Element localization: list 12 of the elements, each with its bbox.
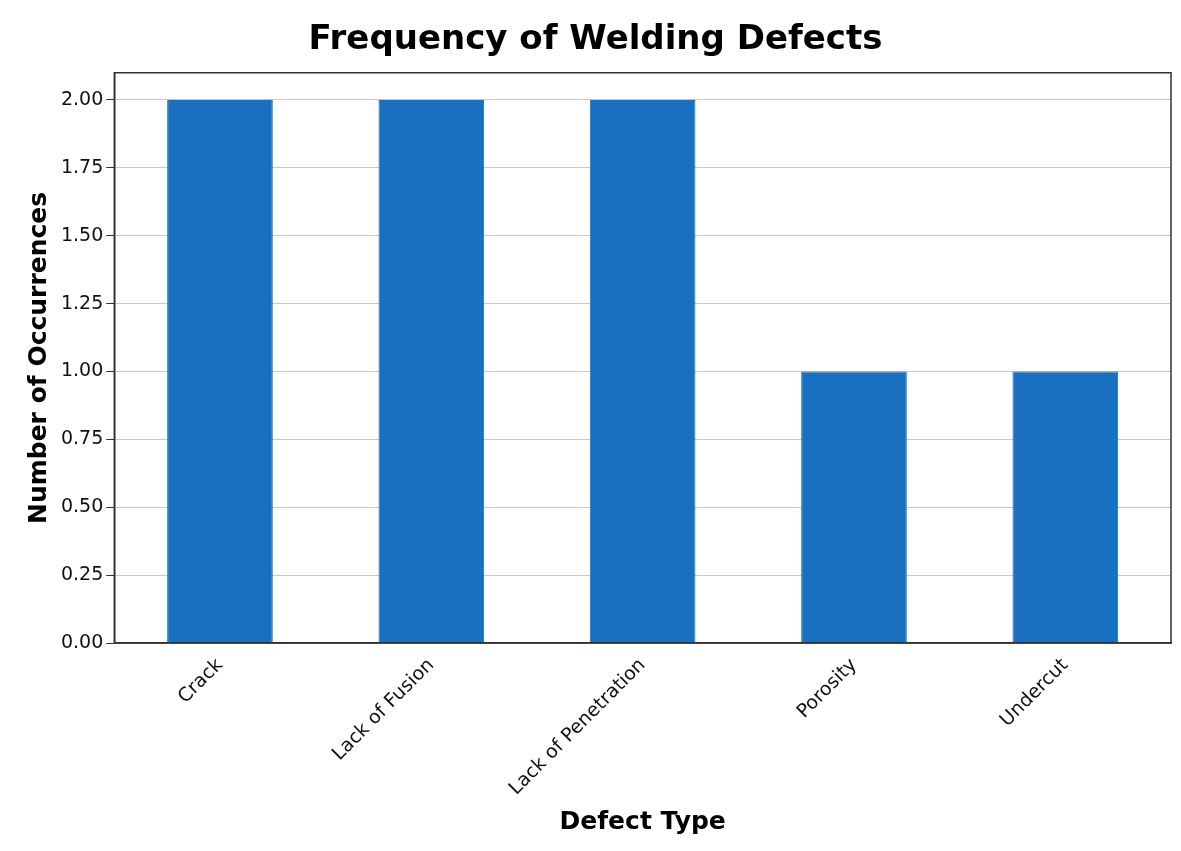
y-tick-label: 1.75 <box>60 154 104 177</box>
x-axis-title: Defect Type <box>559 805 726 835</box>
y-axis-title: Number of Occurrences <box>22 191 52 525</box>
y-tick-label: 0.25 <box>60 562 104 585</box>
y-tick-label: 2.00 <box>60 86 104 109</box>
y-tick-label: 1.00 <box>60 358 104 381</box>
y-tick-label: 0.00 <box>60 630 104 653</box>
y-tick-label: 0.75 <box>60 426 104 449</box>
y-tick-label: 1.50 <box>60 222 104 245</box>
chart-title: Frequency of Welding Defects <box>308 17 883 58</box>
y-tick-label: 0.50 <box>60 494 104 517</box>
y-tick-label: 1.25 <box>60 290 104 313</box>
